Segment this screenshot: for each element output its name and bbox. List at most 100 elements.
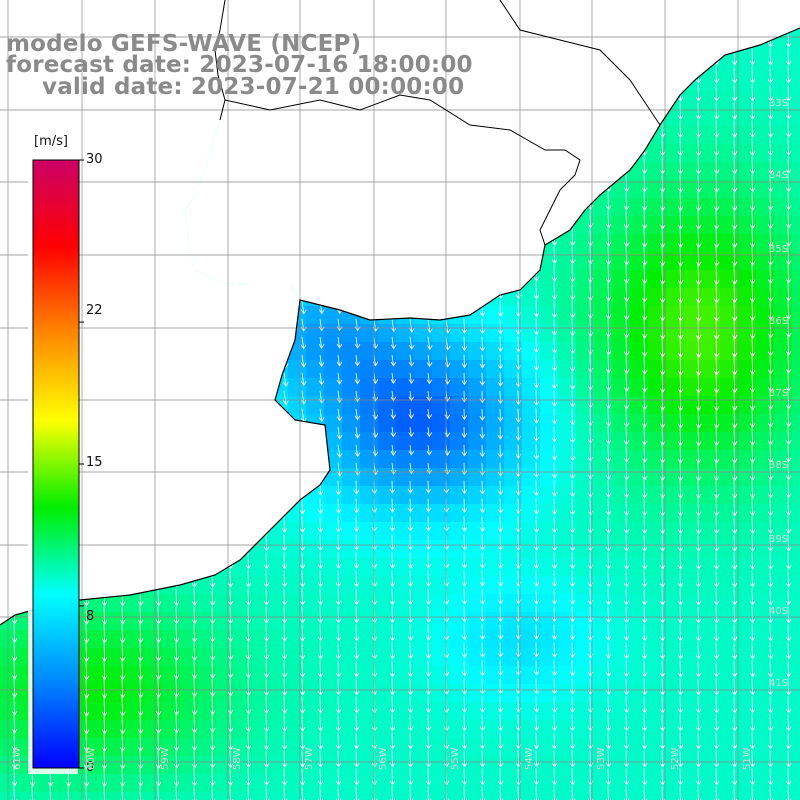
wind-arrow: [551, 390, 558, 407]
wind-arrow: [407, 588, 414, 606]
wind-arrow: [353, 786, 360, 800]
field-cell: [90, 720, 109, 739]
field-cell: [756, 198, 775, 217]
wind-arrow: [281, 588, 288, 606]
wind-arrow: [101, 732, 108, 753]
wind-arrow: [354, 462, 361, 476]
wind-arrow: [695, 210, 702, 230]
wind-arrow: [281, 552, 288, 570]
wind-arrow: [677, 210, 684, 230]
wind-arrow: [695, 714, 702, 732]
wind-arrow: [389, 678, 396, 696]
wind-arrow: [623, 498, 630, 517]
wind-arrow: [389, 768, 396, 786]
wind-arrow: [785, 714, 792, 732]
field-cell: [630, 198, 649, 217]
colorbar-tick-0: 0: [86, 760, 95, 775]
wind-arrow: [353, 660, 360, 678]
field-cell: [648, 288, 667, 307]
wind-arrow: [695, 678, 702, 696]
wind-arrow: [713, 534, 720, 553]
field-cell: [648, 180, 667, 199]
field-cell: [594, 612, 613, 631]
wind-arrow: [623, 210, 630, 229]
field-cell: [756, 792, 775, 800]
field-cell: [234, 792, 253, 800]
wind-arrow: [659, 498, 666, 517]
wind-arrow: [461, 570, 468, 587]
wind-arrow: [461, 696, 468, 714]
wind-arrow: [461, 714, 468, 732]
field-cell: [486, 504, 505, 523]
field-cell: [378, 360, 397, 379]
wind-arrow: [191, 714, 198, 734]
wind-arrow: [336, 444, 343, 459]
field-cell: [432, 486, 451, 505]
wind-arrow: [407, 570, 414, 588]
wind-arrow: [533, 336, 540, 354]
field-cell: [198, 648, 217, 667]
wind-arrow: [533, 300, 540, 318]
wind-arrow: [605, 552, 612, 570]
wind-arrow: [263, 570, 270, 588]
wind-arrow: [335, 678, 342, 696]
wind-arrow: [623, 372, 630, 392]
wind-arrow: [641, 353, 648, 375]
wind-arrow: [263, 534, 270, 552]
field-cell: [468, 684, 487, 703]
field-cell: [288, 378, 307, 397]
field-cell: [396, 414, 415, 433]
wind-arrow: [713, 371, 720, 394]
wind-arrow: [263, 786, 270, 800]
wind-arrow: [407, 750, 414, 768]
wind-arrow: [425, 534, 432, 551]
wind-arrow: [659, 299, 666, 322]
field-cell: [684, 306, 703, 325]
wind-arrow: [119, 624, 126, 644]
wind-arrow: [353, 606, 360, 624]
wind-arrow: [641, 786, 648, 800]
field-cell: [378, 522, 397, 541]
wind-arrow: [407, 534, 414, 551]
wind-arrow: [390, 372, 397, 385]
field-cell: [792, 324, 800, 343]
wind-arrow: [767, 750, 774, 768]
field-cell: [684, 342, 703, 361]
field-cell: [414, 468, 433, 487]
field-cell: [486, 630, 505, 649]
land-mass-argentina: [0, 0, 330, 625]
field-cell: [612, 306, 631, 325]
field-cell: [396, 576, 415, 595]
wind-arrow: [623, 192, 630, 211]
wind-arrow: [785, 480, 792, 499]
field-cell: [468, 702, 487, 721]
wind-arrow: [281, 642, 288, 660]
wind-arrow: [695, 570, 702, 588]
field-cell: [414, 540, 433, 559]
wind-arrow: [408, 318, 415, 333]
wind-arrow: [551, 678, 558, 695]
wind-arrow: [83, 642, 90, 662]
wind-arrow: [551, 732, 558, 750]
latitude-label: 33S: [769, 98, 789, 109]
wind-arrow: [137, 768, 144, 787]
field-cell: [738, 324, 757, 343]
wind-arrow: [731, 768, 738, 786]
wind-arrow: [317, 498, 324, 515]
field-cell: [288, 360, 307, 379]
field-cell: [414, 342, 433, 361]
wind-arrow: [281, 696, 288, 715]
field-cell: [792, 612, 800, 631]
wind-arrow: [533, 408, 540, 424]
field-cell: [108, 738, 127, 757]
wind-arrow: [389, 606, 396, 624]
field-cell: [558, 702, 577, 721]
field-cell: [432, 792, 451, 800]
field-cell: [594, 414, 613, 433]
field-cell: [486, 702, 505, 721]
field-cell: [792, 630, 800, 649]
wind-arrow: [659, 408, 666, 429]
field-cell: [0, 630, 19, 649]
wind-arrow: [785, 588, 792, 606]
field-cell: [396, 450, 415, 469]
